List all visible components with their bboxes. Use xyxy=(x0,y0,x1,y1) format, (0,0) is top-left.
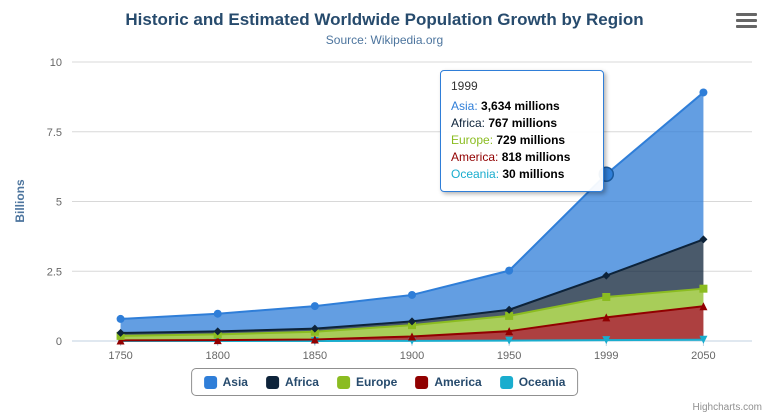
legend: Asia Africa Europe America Oceania xyxy=(190,368,579,396)
tooltip-series-name: Oceania: xyxy=(451,167,503,181)
tooltip-series-name: Africa: xyxy=(451,116,489,130)
legend-label: Asia xyxy=(222,375,248,389)
x-axis-label: 2050 xyxy=(691,350,715,362)
y-axis-label: 7.5 xyxy=(47,127,62,139)
tooltip-series-name: America: xyxy=(451,150,502,164)
tooltip-series-name: Asia: xyxy=(451,99,482,113)
tooltip-row: America: 818 millions xyxy=(451,149,593,166)
marker-africa[interactable] xyxy=(408,317,416,326)
legend-swatch-icon xyxy=(203,375,217,389)
marker-america[interactable] xyxy=(408,332,416,341)
marker-europe[interactable] xyxy=(602,293,611,302)
marker-asia[interactable] xyxy=(213,309,222,318)
marker-africa[interactable] xyxy=(699,235,708,244)
area-asia[interactable] xyxy=(120,92,704,333)
tooltip-header: 1999 xyxy=(451,79,478,93)
tooltip-row: Asia: 3,634 millions xyxy=(451,98,593,115)
y-axis-label: 0 xyxy=(56,336,62,348)
marker-africa[interactable] xyxy=(116,328,125,337)
marker-america[interactable] xyxy=(699,302,708,311)
marker-asia[interactable] xyxy=(116,314,125,323)
marker-asia[interactable] xyxy=(699,88,708,97)
legend-label: America xyxy=(434,375,482,389)
marker-africa[interactable] xyxy=(310,324,319,333)
tooltip-series-value: 729 millions xyxy=(496,133,566,147)
legend-swatch-icon xyxy=(336,375,350,389)
marker-oceania[interactable] xyxy=(602,336,611,345)
x-axis-label: 1750 xyxy=(108,350,132,362)
chart-subtitle: Source: Wikipedia.org xyxy=(325,33,444,47)
y-axis-title: Billions xyxy=(13,179,27,223)
marker-africa[interactable] xyxy=(213,327,222,336)
tooltip-series-value: 818 millions xyxy=(501,150,571,164)
tooltip-row: Europe: 729 millions xyxy=(451,132,593,149)
area-america[interactable] xyxy=(120,306,704,341)
legend-item-oceania[interactable]: Oceania xyxy=(499,375,566,389)
marker-africa[interactable] xyxy=(602,271,611,280)
legend-label: Oceania xyxy=(518,375,566,389)
marker-africa[interactable] xyxy=(505,305,514,314)
y-axis-label: 10 xyxy=(50,57,62,69)
marker-asia[interactable] xyxy=(408,290,416,299)
legend-item-america[interactable]: America xyxy=(415,375,482,389)
tooltip-series-value: 30 millions xyxy=(502,167,565,181)
y-axis-label: 2.5 xyxy=(47,266,62,278)
x-axis-label: 1800 xyxy=(205,350,229,362)
legend-label: Africa xyxy=(284,375,319,389)
x-axis-label: 1900 xyxy=(400,350,424,362)
chart-title: Historic and Estimated Worldwide Populat… xyxy=(125,10,644,29)
marker-europe[interactable] xyxy=(699,284,708,293)
x-axis-label: 1999 xyxy=(594,350,618,362)
marker-oceania[interactable] xyxy=(699,335,708,344)
marker-asia[interactable] xyxy=(310,302,319,311)
tooltip-row: Africa: 767 millions xyxy=(451,115,593,132)
marker-asia[interactable] xyxy=(505,266,514,275)
x-axis-label: 1850 xyxy=(303,350,327,362)
legend-item-asia[interactable]: Asia xyxy=(203,375,248,389)
tooltip-series-value: 3,634 millions xyxy=(481,99,560,113)
marker-america[interactable] xyxy=(505,327,514,336)
marker-america[interactable] xyxy=(213,336,222,345)
marker-america[interactable] xyxy=(116,336,125,345)
legend-item-europe[interactable]: Europe xyxy=(336,375,398,389)
y-axis-label: 5 xyxy=(56,197,62,209)
x-axis-label: 1950 xyxy=(497,350,521,362)
area-africa[interactable] xyxy=(120,239,704,336)
marker-america[interactable] xyxy=(602,313,611,322)
export-menu-icon[interactable] xyxy=(736,13,757,28)
legend-swatch-icon xyxy=(415,375,429,389)
legend-swatch-icon xyxy=(265,375,279,389)
tooltip-row: Oceania: 30 millions xyxy=(451,166,593,183)
legend-item-africa[interactable]: Africa xyxy=(265,375,319,389)
legend-label: Europe xyxy=(355,375,398,389)
tooltip-series-value: 767 millions xyxy=(488,116,558,130)
tooltip-series-name: Europe: xyxy=(451,133,497,147)
credits-link[interactable]: Highcharts.com xyxy=(692,402,762,413)
marker-europe[interactable] xyxy=(505,311,514,320)
tooltip: 1999 Asia: 3,634 millions Africa: 767 mil… xyxy=(440,70,604,192)
legend-swatch-icon xyxy=(499,375,513,389)
marker-america[interactable] xyxy=(310,335,319,344)
marker-oceania[interactable] xyxy=(505,336,514,345)
